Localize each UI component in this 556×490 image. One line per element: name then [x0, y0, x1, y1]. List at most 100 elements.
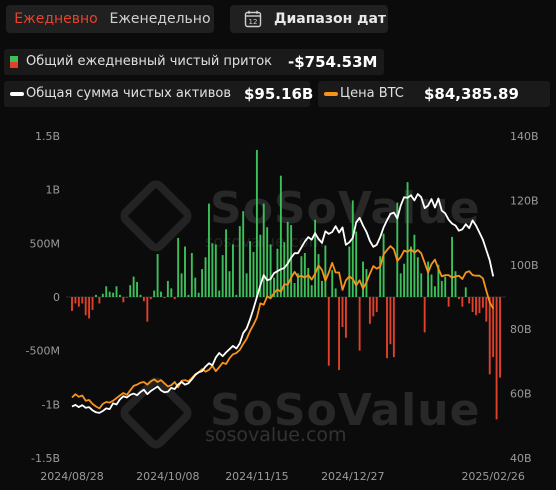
- outflow-bar: [392, 297, 395, 358]
- white-line-icon: [10, 92, 24, 96]
- inflow-bar: [180, 273, 183, 297]
- outflow-bar: [81, 297, 84, 304]
- legend-flow-label: Общий ежедневный чистый приток: [26, 54, 272, 69]
- inflow-bar: [184, 246, 186, 297]
- legend-daily-net-inflow[interactable]: Общий ежедневный чистый приток -$754.53M: [4, 49, 384, 75]
- flows-chart[interactable]: 1.5B 1B 500M 0 -500M -1B -1.5B 140B 120B 100B 80B 6…: [0, 118, 556, 490]
- outflow-bar: [423, 297, 426, 333]
- inflow-bar: [139, 294, 142, 297]
- inflow-bar: [293, 283, 296, 297]
- legend-btc-price[interactable]: Цена BTC $84,385.89: [318, 81, 550, 107]
- inflow-bar: [413, 234, 416, 297]
- outflow-bar: [368, 297, 371, 324]
- outflow-bar: [77, 297, 80, 307]
- date-range-button[interactable]: 12 Диапазон дат: [230, 5, 388, 33]
- legend-flow-value: -$754.53M: [288, 53, 378, 71]
- inflow-bar: [238, 226, 241, 297]
- right-axis-tick-label: 60B: [510, 388, 532, 401]
- left-axis-tick-label: 1B: [45, 184, 60, 197]
- inflow-bar: [95, 294, 97, 297]
- outflow-bar: [146, 297, 149, 322]
- outflow-bar: [495, 297, 498, 420]
- inflow-bar: [218, 290, 221, 297]
- inflow-bar: [136, 281, 138, 297]
- outflow-bar: [386, 297, 388, 359]
- inflow-bar: [396, 202, 399, 297]
- inflow-bar: [444, 276, 447, 297]
- inflow-bar: [420, 273, 423, 297]
- inflow-bar: [454, 271, 457, 297]
- outflow-bar: [499, 297, 501, 378]
- inflow-bar: [324, 245, 327, 297]
- inflow-bar: [410, 246, 412, 297]
- outflow-bar: [492, 297, 495, 358]
- outflow-bar: [122, 297, 125, 303]
- inflow-bar: [259, 234, 262, 297]
- btc-price-line: [71, 245, 494, 410]
- outflow-bar: [447, 297, 450, 307]
- inflow-bar: [290, 225, 293, 297]
- x-axis-tick-label: 2024/12/27: [321, 470, 384, 483]
- inflow-bar: [434, 286, 436, 297]
- outflow-bar: [163, 297, 166, 299]
- inflow-bar: [321, 280, 323, 297]
- inflow-bar: [406, 182, 409, 297]
- daily-tab[interactable]: Ежедневно: [14, 11, 98, 27]
- inflow-bar: [125, 297, 128, 298]
- legend-btc-value: $84,385.89: [424, 85, 519, 103]
- inflow-bar: [416, 257, 419, 297]
- inflow-bar: [242, 211, 245, 297]
- inflow-bar: [132, 276, 135, 297]
- total-net-assets-line: [71, 193, 495, 414]
- inflow-bar: [297, 273, 299, 297]
- inflow-bar: [170, 288, 173, 297]
- inflow-bar: [399, 273, 402, 297]
- outflow-bar: [149, 297, 152, 300]
- outflow-bar: [88, 297, 91, 319]
- right-axis-tick-label: 80B: [510, 323, 532, 336]
- inflow-bar: [307, 268, 310, 297]
- date-range-label: Диапазон дат: [274, 11, 387, 27]
- inflow-bar: [194, 277, 197, 297]
- outflow-bar: [327, 297, 330, 366]
- inflow-bar: [379, 256, 382, 297]
- legend-assets-label: Общая сумма чистых активов: [26, 86, 232, 101]
- inflow-bar: [153, 290, 156, 297]
- outflow-bar: [389, 297, 392, 345]
- x-axis-tick-label: 2025/02/26: [461, 470, 524, 483]
- outflow-bar: [468, 297, 471, 304]
- inflow-bar: [115, 286, 118, 297]
- outflow-bar: [142, 297, 145, 302]
- legend-total-net-assets[interactable]: Общая сумма чистых активов $95.16B: [4, 81, 313, 107]
- weekly-tab[interactable]: Еженедельно: [109, 11, 211, 27]
- inflow-bar: [451, 236, 454, 297]
- calendar-icon-number: 12: [249, 18, 258, 26]
- outflow-bar: [91, 297, 94, 310]
- inflow-bar: [276, 248, 279, 297]
- outflow-bar: [344, 297, 347, 338]
- outflow-bar: [375, 297, 378, 313]
- inflow-bar: [464, 287, 467, 297]
- left-axis-tick-label: 0: [53, 291, 60, 304]
- x-axis-tick-label: 2024/11/15: [225, 470, 288, 483]
- inflow-bar: [214, 244, 217, 297]
- inflow-bar: [231, 244, 234, 297]
- inflow-bar: [255, 149, 258, 297]
- inflow-bar: [129, 285, 132, 297]
- inflow-bar: [430, 274, 433, 297]
- inflow-bar: [269, 244, 272, 297]
- left-axis-tick-label: -1.5B: [31, 452, 60, 465]
- legend-btc-label: Цена BTC: [340, 86, 404, 101]
- inflow-bar: [355, 231, 358, 297]
- outflow-bar: [173, 297, 176, 300]
- outflow-bar: [71, 297, 73, 311]
- inflow-bar: [221, 255, 224, 297]
- inflow-bar: [273, 277, 275, 297]
- inflow-bar: [228, 271, 231, 297]
- inflow-bar: [177, 237, 180, 297]
- inflow-bar: [310, 285, 313, 297]
- inflow-outflow-icon: [10, 56, 18, 68]
- calendar-icon: 12: [244, 10, 262, 28]
- outflow-bar: [74, 297, 77, 304]
- inflow-bar: [252, 251, 255, 297]
